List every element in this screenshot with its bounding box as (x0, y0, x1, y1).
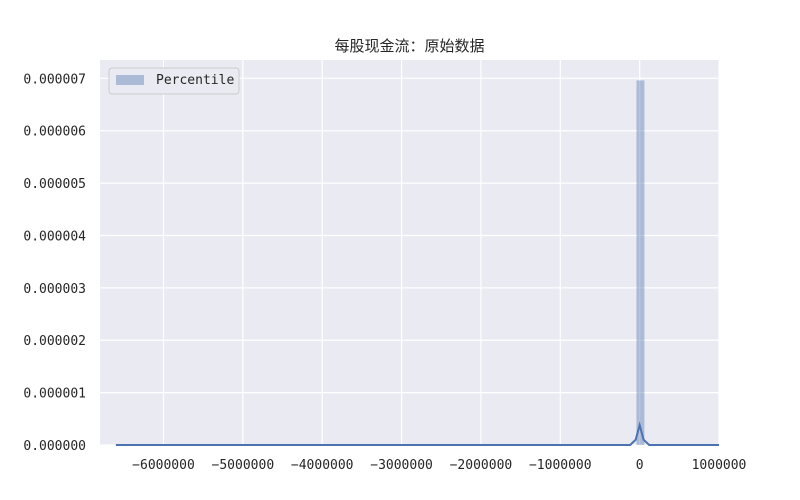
y-tick-label: 0.000003 (23, 282, 86, 297)
legend-swatch (116, 75, 144, 85)
x-tick-label: −1000000 (529, 458, 592, 473)
x-tick-label: 1000000 (692, 458, 747, 473)
x-tick-label: 0 (636, 458, 644, 473)
y-tick-label: 0.000007 (23, 72, 86, 87)
y-axis-ticks: 0.000000 0.000001 0.000002 0.000003 0.000004… (23, 72, 86, 454)
grid (100, 60, 720, 446)
x-tick-label: −3000000 (370, 458, 433, 473)
y-tick-label: 0.000006 (23, 125, 86, 140)
y-tick-label: 0.000005 (23, 177, 86, 192)
plot-background (100, 60, 719, 445)
legend: Percentile (108, 67, 240, 95)
y-tick-label: 0.000000 (23, 439, 86, 454)
x-tick-label: −4000000 (291, 458, 354, 473)
legend-label: Percentile (156, 73, 234, 88)
chart-title: 每股现金流：原始数据 (334, 37, 484, 55)
x-axis-ticks: −6000000 −5000000 −4000000 −3000000 −2000000… (132, 458, 746, 473)
y-tick-label: 0.000002 (23, 334, 86, 349)
x-tick-label: −2000000 (450, 458, 513, 473)
kde-line (115, 421, 719, 446)
legend-box (108, 67, 240, 95)
histogram-bar (636, 80, 645, 445)
y-tick-label: 0.000001 (23, 387, 86, 402)
x-tick-label: −6000000 (132, 458, 195, 473)
kde-line-group (115, 421, 719, 446)
y-tick-label: 0.000004 (23, 229, 86, 244)
x-tick-label: −5000000 (212, 458, 275, 473)
